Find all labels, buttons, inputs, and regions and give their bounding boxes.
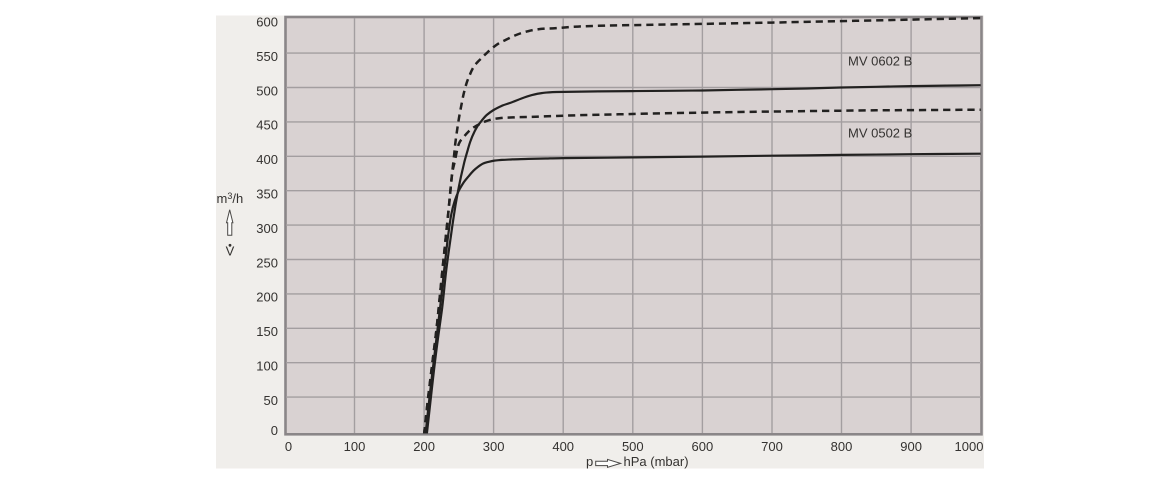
svg-text:600: 600 [692, 439, 714, 454]
svg-text:1000: 1000 [955, 439, 984, 454]
svg-text:350: 350 [256, 187, 278, 202]
svg-text:300: 300 [483, 439, 505, 454]
svg-text:550: 550 [256, 49, 278, 64]
svg-text:300: 300 [256, 221, 278, 236]
svg-text:m3/h: m3/h [217, 191, 244, 206]
svg-text:100: 100 [256, 359, 278, 374]
svg-text:150: 150 [256, 324, 278, 339]
svg-text:900: 900 [900, 439, 922, 454]
svg-text:500: 500 [256, 83, 278, 98]
svg-text:700: 700 [761, 439, 783, 454]
svg-text:100: 100 [344, 439, 366, 454]
svg-text:MV 0602 B: MV 0602 B [848, 54, 912, 69]
svg-text:0: 0 [271, 423, 278, 438]
svg-text:hPa (mbar): hPa (mbar) [624, 454, 689, 469]
svg-text:50: 50 [264, 393, 278, 408]
svg-text:200: 200 [413, 439, 435, 454]
svg-text:500: 500 [622, 439, 644, 454]
svg-text:0: 0 [285, 439, 292, 454]
svg-text:400: 400 [256, 152, 278, 167]
svg-text:MV 0502 B: MV 0502 B [848, 126, 912, 141]
svg-text:250: 250 [256, 255, 278, 270]
svg-text:400: 400 [552, 439, 574, 454]
svg-text:V: V [226, 244, 235, 259]
svg-text:p: p [586, 454, 593, 469]
svg-text:800: 800 [831, 439, 853, 454]
svg-text:600: 600 [256, 15, 278, 30]
svg-text:450: 450 [256, 118, 278, 133]
svg-text:200: 200 [256, 290, 278, 305]
